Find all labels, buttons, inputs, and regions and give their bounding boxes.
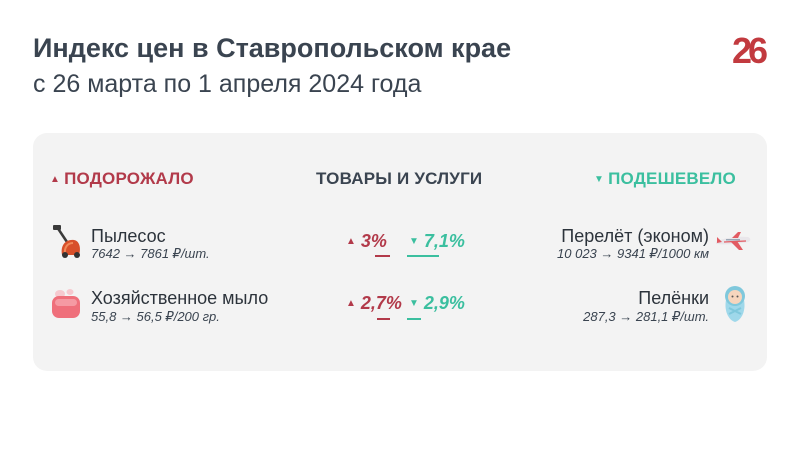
change-bar-up-soap [377, 318, 390, 320]
decreased-header: ▼ ПОДЕШЕВЕЛО [594, 169, 736, 188]
change-bar-down-flight [407, 255, 439, 257]
triangle-up-icon: ▲ [346, 298, 356, 309]
airplane-icon [716, 232, 751, 250]
logo-26-icon: 26 [732, 30, 770, 70]
page-subtitle: с 26 марта по 1 апреля 2024 года [33, 70, 422, 98]
change-up-vacuum: ▲ 3% [346, 231, 387, 251]
item-name-diapers: Пелёнки [638, 288, 709, 308]
item-name-soap: Хозяйственное мыло [91, 288, 269, 308]
change-bar-down-diapers [407, 318, 421, 320]
increased-header: ▲ ПОДОРОЖАЛО [50, 169, 194, 188]
swaddled-baby-icon [725, 286, 745, 322]
item-price-soap: 55,8 → 56,5 ₽/200 гр. [91, 309, 220, 324]
item-price-flight: 10 023 → 9341 ₽/1000 км [557, 246, 709, 261]
change-up-soap: ▲ 2,7% [346, 293, 402, 313]
change-down-flight: ▼ 7,1% [409, 231, 465, 251]
page-title: Индекс цен в Ставропольском крае [33, 33, 512, 63]
vacuum-cleaner-icon [53, 225, 80, 258]
triangle-up-icon: ▲ [346, 236, 356, 247]
triangle-down-icon: ▼ [594, 174, 605, 185]
goods-services-header: ТОВАРЫ И УСЛУГИ [316, 169, 483, 188]
item-name-flight: Перелёт (эконом) [561, 226, 709, 246]
change-down-diapers: ▼ 2,9% [409, 293, 465, 313]
soap-icon [52, 289, 80, 318]
triangle-up-icon: ▲ [50, 174, 61, 185]
change-bar-up-vacuum [375, 255, 390, 257]
triangle-down-icon: ▼ [409, 298, 419, 309]
triangle-down-icon: ▼ [409, 236, 419, 247]
item-price-diapers: 287,3 → 281,1 ₽/шт. [583, 309, 709, 324]
item-name-vacuum: Пылесос [91, 226, 166, 246]
svg-text:26: 26 [732, 30, 767, 70]
price-card [33, 133, 767, 371]
item-price-vacuum: 7642 → 7861 ₽/шт. [91, 246, 210, 261]
